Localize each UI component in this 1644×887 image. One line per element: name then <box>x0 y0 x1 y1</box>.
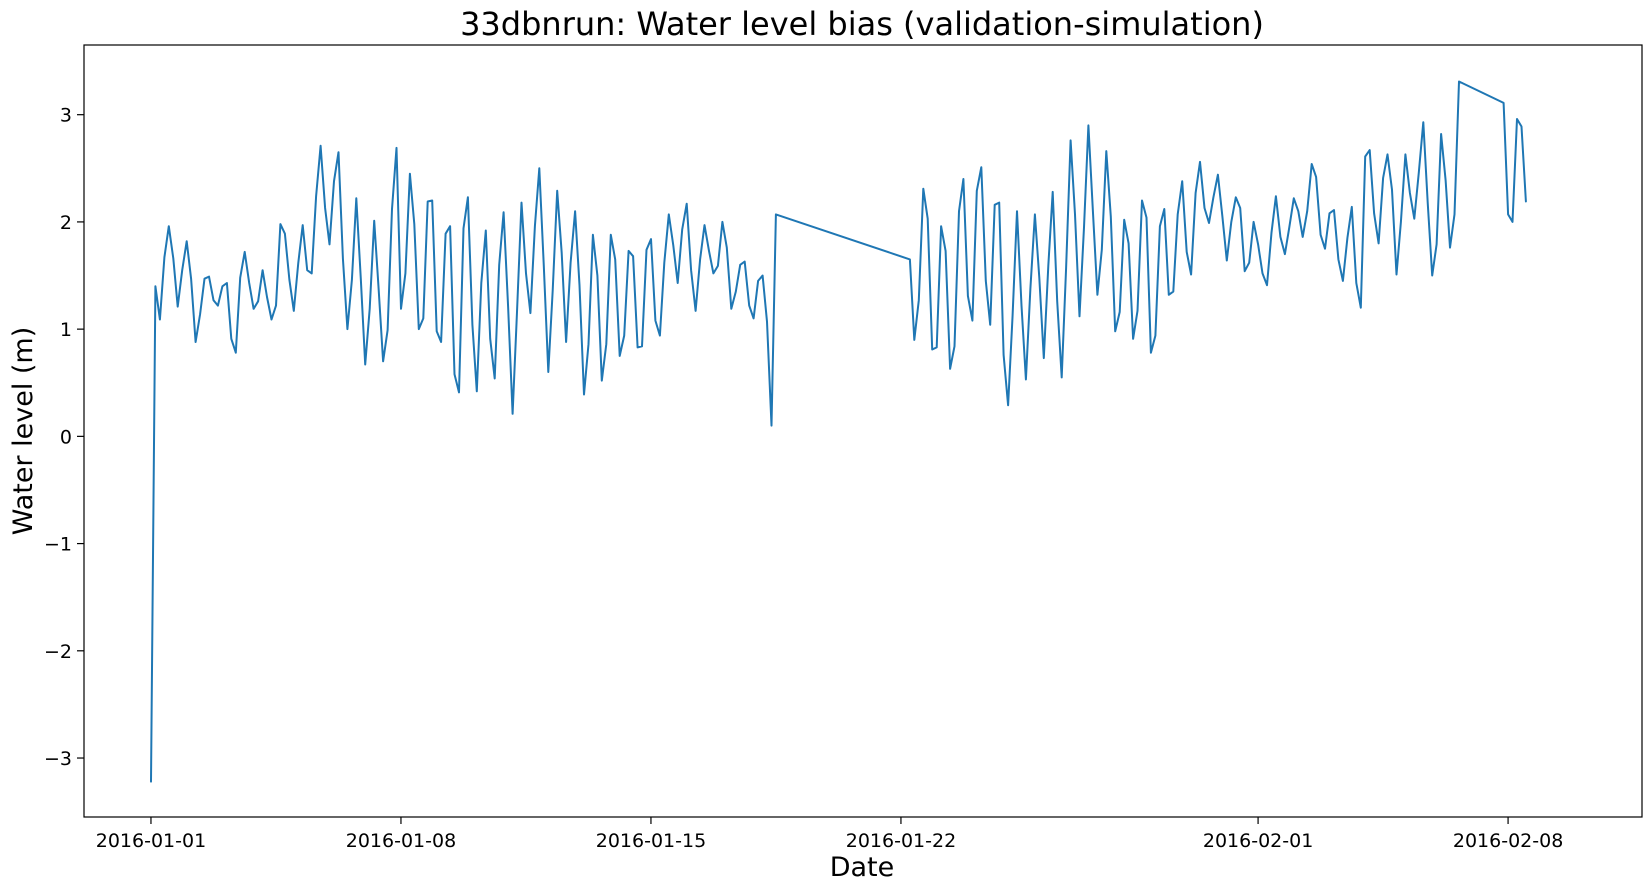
y-tick-label: 0 <box>60 426 72 448</box>
x-tick-label: 2016-02-08 <box>1453 830 1563 852</box>
x-axis: 2016-01-01 2016-01-08 2016-01-15 2016-01-22… <box>96 817 1563 852</box>
y-tick-label: 2 <box>60 212 72 234</box>
y-tick-label: −1 <box>44 534 72 556</box>
y-tick-label: −3 <box>44 748 72 770</box>
y-axis-label: Water level (m) <box>8 327 39 536</box>
x-tick-label: 2016-01-08 <box>346 830 456 852</box>
x-tick-label: 2016-01-15 <box>596 830 706 852</box>
x-tick-label: 2016-02-01 <box>1203 830 1313 852</box>
x-tick-label: 2016-01-01 <box>96 830 206 852</box>
chart-title: 33dbnrun: Water level bias (validation-s… <box>460 5 1264 43</box>
y-tick-label: 3 <box>60 105 72 127</box>
axes-frame <box>83 44 1643 818</box>
plot-area <box>83 44 1643 818</box>
y-axis: −3 −2 −1 0 1 2 3 <box>44 105 84 770</box>
y-tick-label: −2 <box>44 641 72 663</box>
x-axis-label: Date <box>830 852 895 883</box>
series-line <box>150 80 1527 783</box>
x-tick-label: 2016-01-22 <box>846 830 956 852</box>
y-tick-label: 1 <box>60 319 72 341</box>
